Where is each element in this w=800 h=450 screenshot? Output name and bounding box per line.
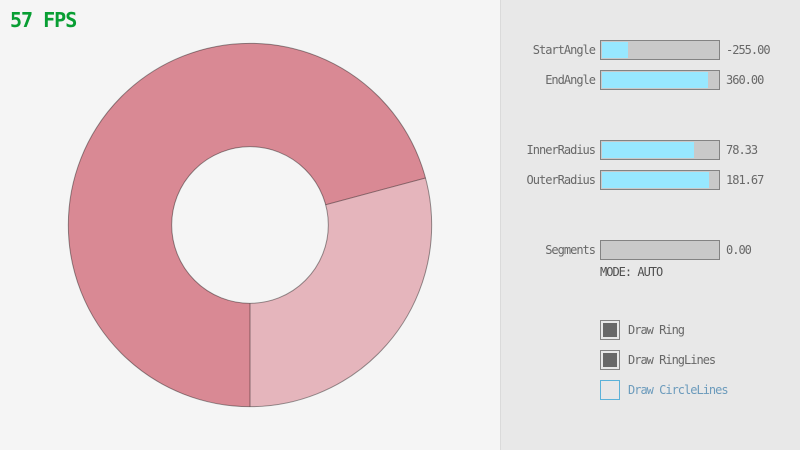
draw-ring-row: Draw Ring (600, 320, 685, 340)
draw-ringlines-row: Draw RingLines (600, 350, 716, 370)
ring-inner-outline (171, 146, 329, 304)
endangle-row: EndAngle 360.00 (501, 70, 800, 90)
ring-edge-line-start (325, 177, 426, 206)
segments-label: Segments (545, 243, 596, 257)
mode-indicator: MODE: AUTO (600, 265, 663, 279)
endangle-slider[interactable] (600, 70, 720, 90)
innerradius-label: InnerRadius (526, 143, 596, 157)
startangle-label: StartAngle (532, 43, 596, 57)
draw-circlelines-label: Draw CircleLines (628, 383, 729, 397)
segments-slider[interactable] (600, 240, 720, 260)
outerradius-row: OuterRadius 181.67 (501, 170, 800, 190)
outerradius-label: OuterRadius (526, 173, 596, 187)
draw-circlelines-row: Draw CircleLines (600, 380, 729, 400)
endangle-label: EndAngle (545, 73, 596, 87)
startangle-row: StartAngle -255.00 (501, 40, 800, 60)
controls-panel: StartAngle -255.00 EndAngle 360.00 Inner… (500, 0, 800, 450)
segments-value: 0.00 (726, 243, 752, 257)
startangle-value: -255.00 (726, 43, 771, 57)
outerradius-value: 181.67 (726, 173, 764, 187)
segments-row: Segments 0.00 (501, 240, 800, 260)
innerradius-row: InnerRadius 78.33 (501, 140, 800, 160)
draw-ringlines-label: Draw RingLines (628, 353, 716, 367)
outerradius-slider-fill (602, 172, 710, 188)
draw-ringlines-checkbox[interactable] (600, 350, 620, 370)
innerradius-value: 78.33 (726, 143, 758, 157)
startangle-slider[interactable] (600, 40, 720, 60)
fps-counter: 57 FPS (10, 8, 77, 32)
innerradius-slider-fill (602, 142, 695, 158)
draw-ring-label: Draw Ring (628, 323, 685, 337)
draw-ring-checkbox[interactable] (600, 320, 620, 340)
endangle-slider-fill (602, 72, 709, 88)
endangle-value: 360.00 (726, 73, 764, 87)
checkbox-check-mark (603, 323, 617, 337)
checkbox-check-mark (603, 353, 617, 367)
ring-sector-overlap (68, 43, 426, 407)
outerradius-slider[interactable] (600, 170, 720, 190)
draw-circlelines-checkbox[interactable] (600, 380, 620, 400)
innerradius-slider[interactable] (600, 140, 720, 160)
startangle-slider-fill (602, 42, 628, 58)
ring-outer-outline (67, 42, 433, 408)
ring-sector-single-pass (250, 177, 432, 407)
